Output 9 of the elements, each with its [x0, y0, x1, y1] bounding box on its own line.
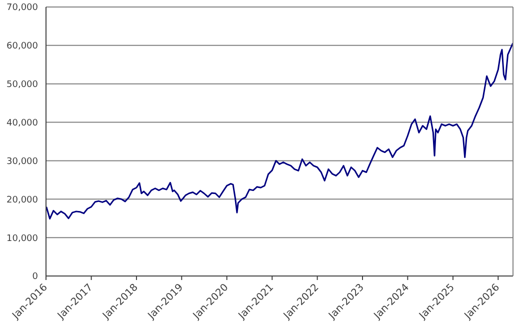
line-series: [46, 42, 513, 220]
y-tick-label: 40,000: [6, 118, 38, 128]
y-tick-label: 70,000: [6, 3, 38, 14]
y-tick-label: 30,000: [6, 156, 38, 167]
y-tick-label: 20,000: [6, 195, 38, 206]
y-tick-label: 50,000: [6, 80, 38, 90]
y-tick-label: 60,000: [6, 42, 38, 52]
y-tick-label: 10,000: [6, 234, 38, 244]
y-tick-label: 0: [32, 272, 38, 282]
